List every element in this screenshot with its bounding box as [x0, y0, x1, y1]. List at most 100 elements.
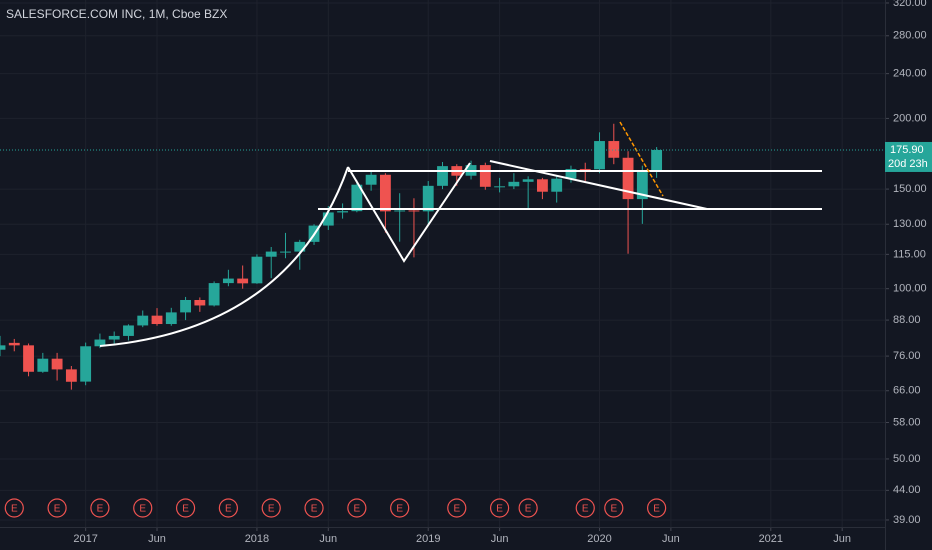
x-tick-label: 2018	[245, 533, 269, 545]
earnings-marker	[347, 498, 367, 518]
x-tick-label: 2019	[416, 533, 440, 545]
earnings-label: E	[582, 504, 589, 515]
candle-body	[337, 211, 349, 213]
y-tick-label: 150.00	[893, 183, 927, 195]
candle-body	[437, 166, 448, 186]
earnings-marker	[304, 498, 324, 518]
cup-curve	[99, 166, 349, 347]
x-tick-label: 2020	[587, 533, 611, 545]
candle-body	[565, 168, 577, 179]
candle-body	[579, 168, 591, 170]
earnings-marker	[489, 498, 510, 518]
candle-body	[51, 358, 63, 370]
y-tick-label: 58.00	[893, 416, 921, 428]
x-tick-label: 2017	[73, 533, 97, 545]
candle-body	[23, 345, 34, 372]
candle-body	[151, 315, 163, 325]
y-tick-label: 240.00	[893, 68, 927, 80]
earnings-label: E	[610, 504, 617, 515]
earnings-label: E	[268, 504, 275, 515]
candle-body	[37, 358, 49, 372]
candle-body	[322, 212, 334, 226]
earnings-marker	[4, 498, 24, 518]
candle-body	[165, 312, 177, 325]
y-tick-label: 280.00	[893, 30, 927, 42]
candle-body	[551, 178, 563, 192]
earnings-label: E	[653, 504, 660, 515]
candle-body	[137, 315, 149, 326]
x-tick-label: Jun	[662, 533, 680, 545]
earnings-label: E	[525, 504, 532, 515]
orange-line	[619, 121, 664, 197]
candle-body	[222, 278, 234, 284]
x-tick-label: Jun	[148, 533, 166, 545]
earnings-label: E	[311, 504, 318, 515]
candle-body	[265, 251, 277, 257]
earnings-label: E	[182, 504, 189, 515]
x-tick-label: 2021	[759, 533, 783, 545]
earnings-marker	[390, 498, 410, 518]
candle-body	[65, 369, 77, 382]
candle-body	[123, 325, 134, 336]
candle-body	[408, 210, 420, 212]
y-tick-label: 115.00	[893, 248, 926, 260]
grid	[0, 0, 889, 531]
candle-body	[494, 186, 506, 188]
x-tick-label: Jun	[491, 533, 509, 545]
candle-body	[80, 346, 92, 382]
last-price-box	[885, 141, 932, 172]
trend-line	[489, 160, 708, 210]
candle-body	[365, 174, 377, 185]
earnings-label: E	[354, 504, 361, 515]
earnings-marker	[133, 498, 153, 518]
candle-body	[294, 241, 306, 252]
earnings-marker	[90, 498, 110, 518]
y-tick-label: 320.00	[893, 0, 927, 9]
y-tick-label: 39.00	[893, 514, 921, 526]
last-price-label: 175.90	[890, 144, 924, 156]
earnings-label: E	[453, 504, 460, 515]
earnings-marker	[518, 498, 538, 518]
candle-body	[180, 299, 191, 313]
countdown-label: 20d 23h	[888, 158, 928, 170]
earnings-label: E	[396, 504, 403, 515]
y-tick-label: 66.00	[893, 385, 921, 397]
earnings-marker	[47, 498, 67, 518]
candle-body	[208, 283, 220, 306]
candle-body	[394, 210, 406, 212]
candle-body	[351, 184, 363, 212]
candle-body	[237, 278, 249, 284]
candle-body	[422, 185, 434, 212]
candle-body	[594, 141, 605, 170]
candle-body	[522, 179, 534, 182]
x-tick-label: Jun	[833, 533, 851, 545]
candle-body	[280, 251, 291, 253]
earnings-label: E	[225, 504, 232, 515]
y-tick-label: 76.00	[893, 350, 921, 362]
candle-body	[94, 339, 106, 347]
earnings-marker	[604, 498, 624, 518]
earnings-marker	[447, 498, 467, 518]
candle-body	[479, 165, 491, 187]
y-tick-label: 50.00	[893, 453, 921, 465]
earnings-marker	[647, 498, 667, 518]
candle-body	[8, 342, 20, 346]
earnings-marker	[218, 498, 238, 518]
earnings-label: E	[54, 504, 61, 515]
w-pattern	[347, 162, 471, 263]
candle-body	[508, 181, 520, 187]
candle-body	[0, 345, 6, 350]
earnings-marker	[175, 498, 196, 518]
chart-title: SALESFORCE.COM INC, 1M, Cboe BZX	[6, 7, 227, 21]
candle-body	[251, 256, 263, 284]
y-tick-label: 100.00	[893, 283, 927, 295]
earnings-marker	[575, 498, 595, 518]
candle-body	[651, 149, 663, 171]
candle-body	[622, 157, 634, 200]
y-tick-label: 200.00	[893, 112, 927, 124]
drawings	[99, 121, 822, 347]
